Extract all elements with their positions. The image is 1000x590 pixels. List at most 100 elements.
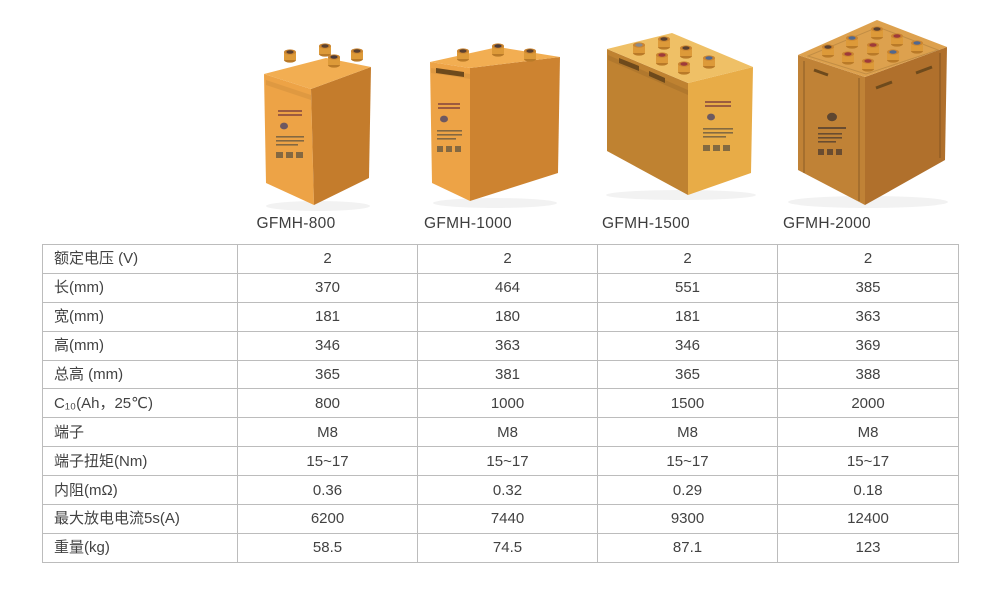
vent-slot (915, 65, 933, 75)
spec-cell: 0.29 (597, 475, 778, 506)
terminal-posts (457, 43, 536, 62)
table-row-terminal-torque: 端子扭矩(Nm) 15~17 15~17 15~17 15~17 (42, 446, 959, 477)
spec-cell: 12400 (777, 504, 959, 534)
product-label (437, 103, 462, 152)
spec-cell: 15~17 (777, 446, 959, 477)
product-label (818, 112, 846, 155)
table-row-length: 长(mm) 370 464 551 385 (42, 272, 959, 303)
spec-cell: 385 (777, 272, 959, 303)
row-label: 端子扭矩(Nm) (42, 446, 238, 477)
spec-cell: 381 (417, 359, 598, 390)
row-label: 内阻(mΩ) (42, 475, 238, 506)
spec-cell: 346 (597, 330, 778, 361)
shadow (606, 190, 756, 200)
table-row-internal-resistance: 内阻(mΩ) 0.36 0.32 0.29 0.18 (42, 475, 959, 506)
spec-cell: 388 (777, 359, 959, 390)
spec-cell: 1000 (417, 388, 598, 419)
top-face (264, 58, 371, 89)
spec-cell: 365 (237, 359, 418, 390)
spec-cell: 9300 (597, 504, 778, 534)
spec-cell: 87.1 (597, 532, 778, 563)
battery-photo-gfmh-1000 (430, 43, 560, 208)
spec-table: 额定电压 (V) 2 2 2 2 长(mm) 370 464 551 385 宽… (42, 244, 959, 563)
front-face-label (688, 67, 753, 195)
spec-cell: 363 (417, 330, 598, 361)
spec-cell: 15~17 (597, 446, 778, 477)
model-label-gfmh-1000: GFMH-1000 (424, 215, 512, 232)
table-row-weight: 重量(kg) 58.5 74.5 87.1 123 (42, 532, 959, 563)
spec-cell: 7440 (417, 504, 598, 534)
spec-cell: 2 (777, 244, 959, 274)
shadow (433, 198, 557, 208)
spec-cell: 363 (777, 301, 959, 332)
front-face-label (798, 55, 865, 205)
side-face (470, 57, 560, 201)
spec-cell: 123 (777, 532, 959, 563)
battery-photo-gfmh-1500 (606, 33, 756, 200)
handle-slot (436, 68, 464, 77)
spec-cell: M8 (777, 417, 959, 448)
spec-cell: 74.5 (417, 532, 598, 563)
model-label-gfmh-1500: GFMH-1500 (602, 215, 690, 232)
spec-cell: 2 (417, 244, 598, 274)
spec-cell: 365 (597, 359, 778, 390)
spec-cell: 1500 (597, 388, 778, 419)
model-label-gfmh-800: GFMH-800 (256, 215, 336, 232)
row-label: 额定电压 (V) (42, 244, 238, 274)
spec-cell: 2000 (777, 388, 959, 419)
row-label: 长(mm) (42, 272, 238, 303)
side-face-long (607, 49, 688, 195)
spec-cell: 346 (237, 330, 418, 361)
row-label: 宽(mm) (42, 301, 238, 332)
row-label: 总高 (mm) (42, 359, 238, 390)
row-label: 端子 (42, 417, 238, 448)
product-label (276, 110, 304, 158)
shadow (266, 201, 370, 211)
spec-cell: 6200 (237, 504, 418, 534)
spec-cell: M8 (237, 417, 418, 448)
side-face (311, 67, 371, 205)
spec-cell: 370 (237, 272, 418, 303)
spec-cell: 58.5 (237, 532, 418, 563)
front-face (264, 74, 314, 205)
row-label: 高(mm) (42, 330, 238, 361)
model-label-gfmh-2000: GFMH-2000 (783, 215, 871, 232)
battery-photo-gfmh-2000 (788, 20, 948, 208)
product-label (703, 101, 733, 151)
spec-cell: M8 (597, 417, 778, 448)
spec-cell: 0.18 (777, 475, 959, 506)
spec-cell: 15~17 (417, 446, 598, 477)
spec-cell: 15~17 (237, 446, 418, 477)
terminal-posts (822, 26, 923, 72)
table-row-total-height: 总高 (mm) 365 381 365 388 (42, 359, 959, 390)
row-label: 最大放电电流5s(A) (42, 504, 238, 534)
spec-cell: 2 (237, 244, 418, 274)
vent-slot (875, 80, 893, 90)
table-row-c10-capacity: C₁₀(Ah，25℃) 800 1000 1500 2000 (42, 388, 959, 419)
handle-slot (619, 58, 639, 71)
side-face (865, 47, 947, 205)
handle-slot (649, 71, 665, 83)
table-row-width: 宽(mm) 181 180 181 363 (42, 301, 959, 332)
spec-cell: 2 (597, 244, 778, 274)
row-label: 重量(kg) (42, 532, 238, 563)
terminal-posts (633, 36, 715, 75)
spec-cell: M8 (417, 417, 598, 448)
table-row-rated-voltage: 额定电压 (V) 2 2 2 2 (42, 244, 959, 274)
spec-cell: 0.32 (417, 475, 598, 506)
battery-photo-gfmh-800 (264, 43, 371, 211)
spec-cell: 800 (237, 388, 418, 419)
table-row-height: 高(mm) 346 363 346 369 (42, 330, 959, 361)
spec-cell: 181 (237, 301, 418, 332)
terminal-posts (284, 43, 363, 68)
spec-cell: 464 (417, 272, 598, 303)
vent-slot (813, 68, 829, 77)
table-row-terminal: 端子 M8 M8 M8 M8 (42, 417, 959, 448)
lid-seam (266, 80, 311, 100)
row-label: C₁₀(Ah，25℃) (42, 388, 238, 419)
spec-cell: 369 (777, 330, 959, 361)
spec-cell: 180 (417, 301, 598, 332)
spec-cell: 0.36 (237, 475, 418, 506)
table-row-max-discharge-current: 最大放电电流5s(A) 6200 7440 9300 12400 (42, 504, 959, 534)
